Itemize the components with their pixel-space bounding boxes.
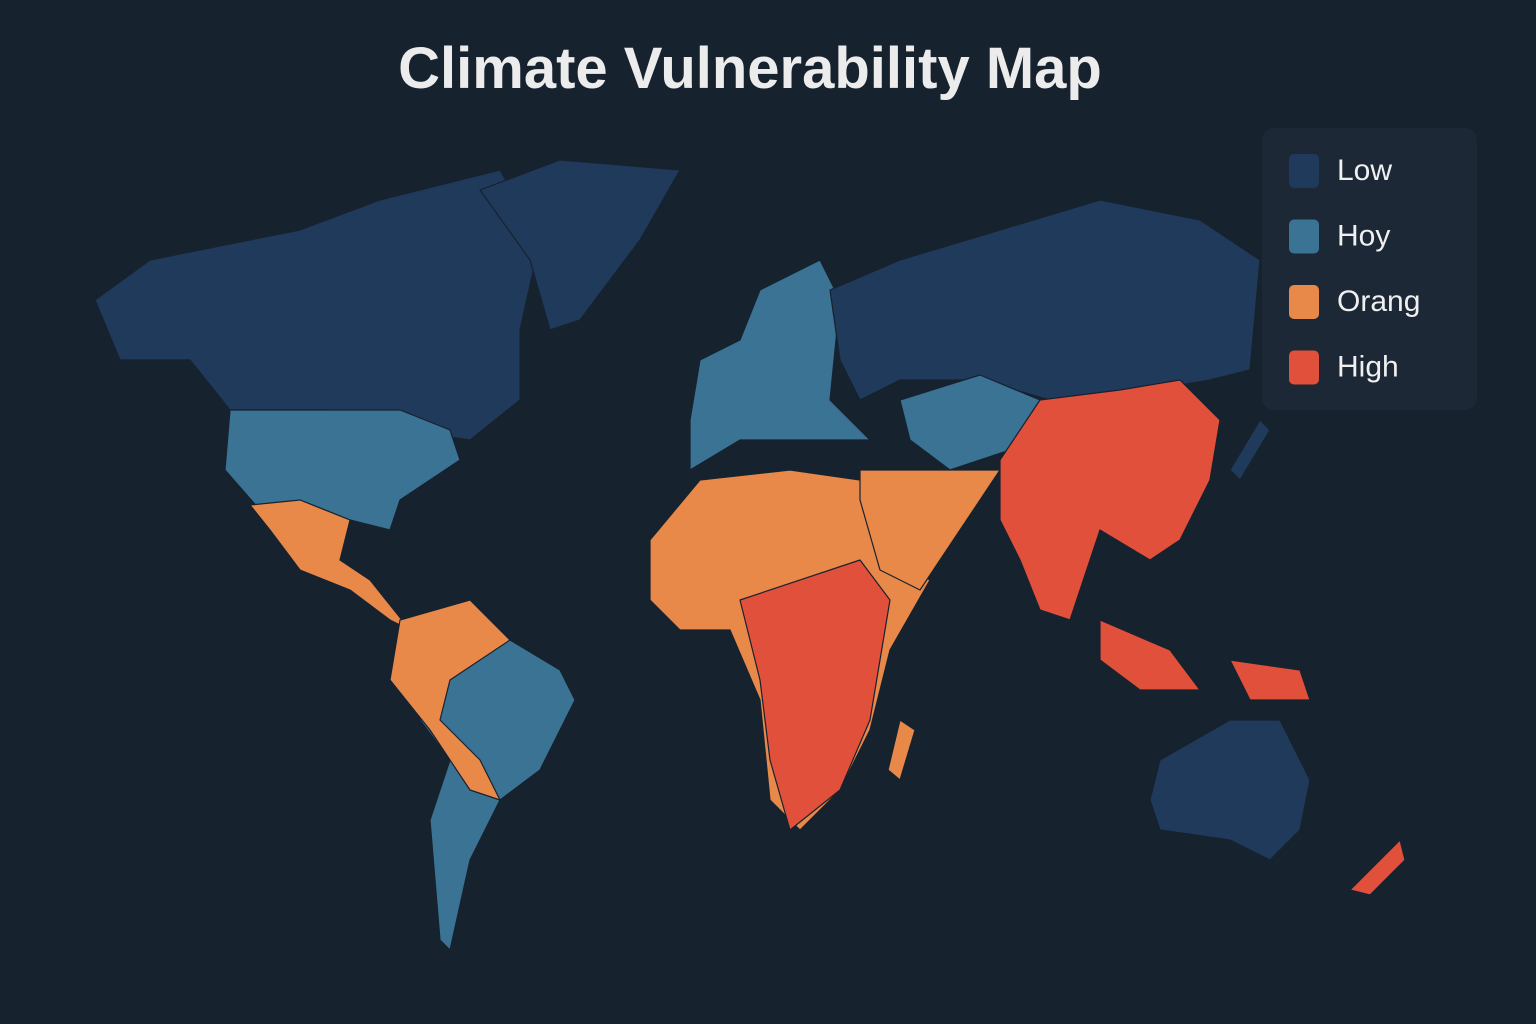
region — [739, 559, 891, 831]
world-map — [94, 159, 1406, 951]
region — [479, 159, 681, 331]
region — [829, 199, 1261, 401]
legend-box — [1262, 128, 1477, 410]
legend-swatch — [1289, 285, 1319, 319]
region — [1349, 839, 1406, 896]
region — [1149, 719, 1311, 861]
region — [689, 259, 871, 471]
region — [224, 409, 461, 531]
legend-swatch — [1289, 350, 1319, 385]
map-title: Climate Vulnerability Map — [398, 36, 1102, 101]
legend-label: Orang — [1337, 285, 1420, 318]
legend-label: Low — [1337, 154, 1392, 187]
region — [1229, 419, 1271, 481]
region — [389, 599, 511, 801]
region — [859, 469, 1001, 591]
region — [1099, 619, 1201, 691]
region — [1229, 659, 1311, 701]
legend-label: High — [1337, 350, 1399, 383]
region — [94, 169, 541, 441]
region — [887, 719, 916, 781]
legend-swatch — [1289, 219, 1319, 254]
legend-swatch — [1289, 154, 1319, 188]
legend-label: Hoy — [1337, 219, 1390, 252]
legend: Low Hoy Orang High — [1289, 154, 1420, 385]
region — [999, 379, 1221, 621]
